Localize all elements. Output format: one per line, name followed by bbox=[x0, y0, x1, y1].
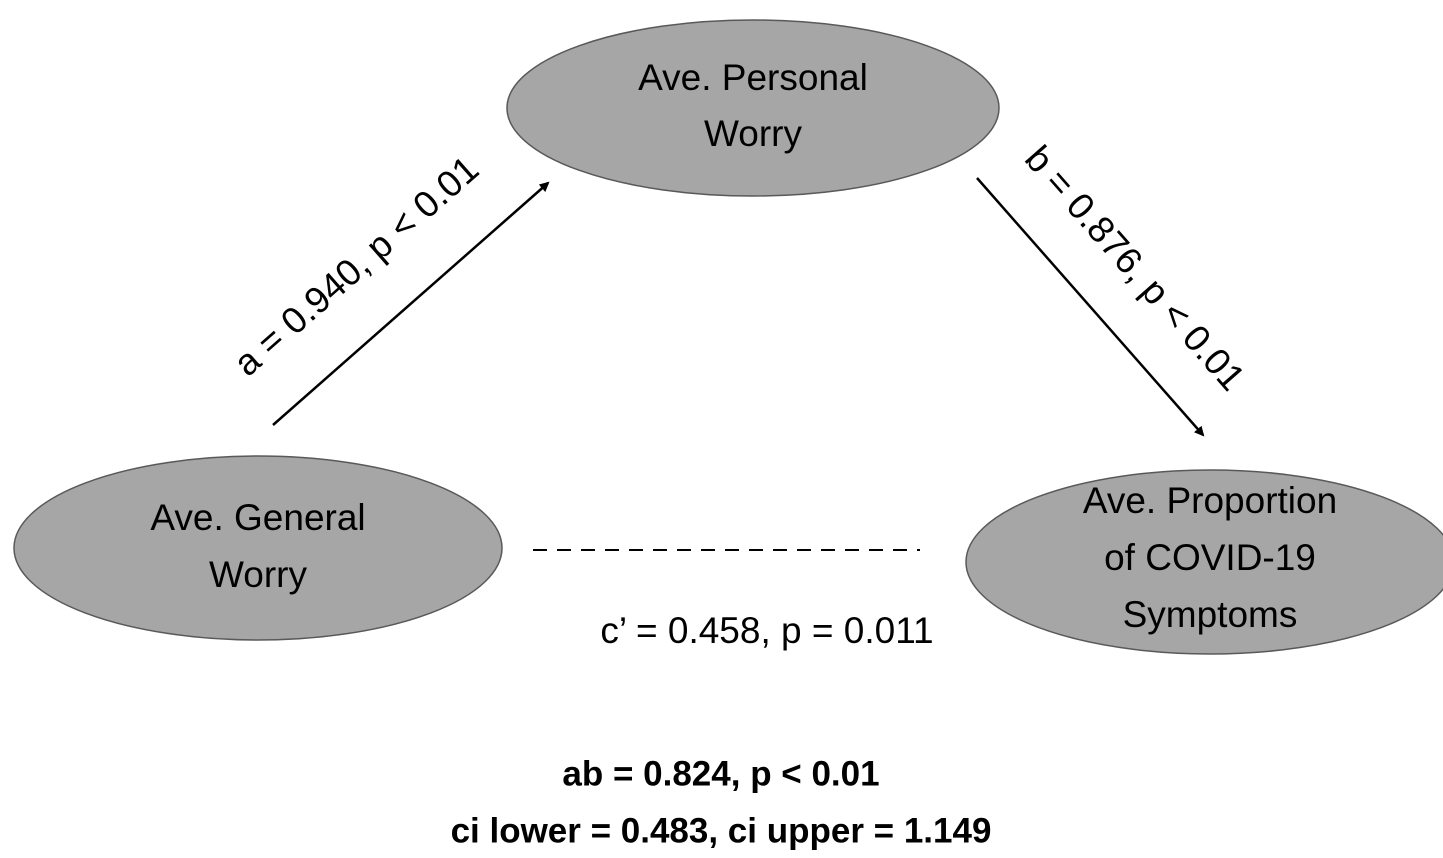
node-label: Worry bbox=[704, 113, 802, 154]
edge-arrow bbox=[272, 181, 550, 426]
node-label: Worry bbox=[209, 554, 307, 595]
node-ellipse bbox=[965, 469, 1443, 655]
node-label: Ave. Personal bbox=[638, 57, 868, 98]
summary-line: ci lower = 0.483, ci upper = 1.149 bbox=[451, 811, 992, 850]
node-label: Ave. Proportion bbox=[1083, 480, 1337, 521]
edge-label: a = 0.940, p < 0.01 bbox=[226, 148, 486, 384]
node-label: Symptoms bbox=[1123, 594, 1298, 635]
node-ellipse bbox=[506, 19, 1000, 197]
node-label: of COVID-19 bbox=[1104, 537, 1316, 578]
node-label: Ave. General bbox=[150, 497, 365, 538]
edge-arrow bbox=[976, 177, 1205, 437]
summary-line: ab = 0.824, p < 0.01 bbox=[562, 754, 879, 793]
node-ellipse bbox=[13, 455, 503, 641]
edge-label: c’ = 0.458, p = 0.011 bbox=[600, 610, 933, 651]
